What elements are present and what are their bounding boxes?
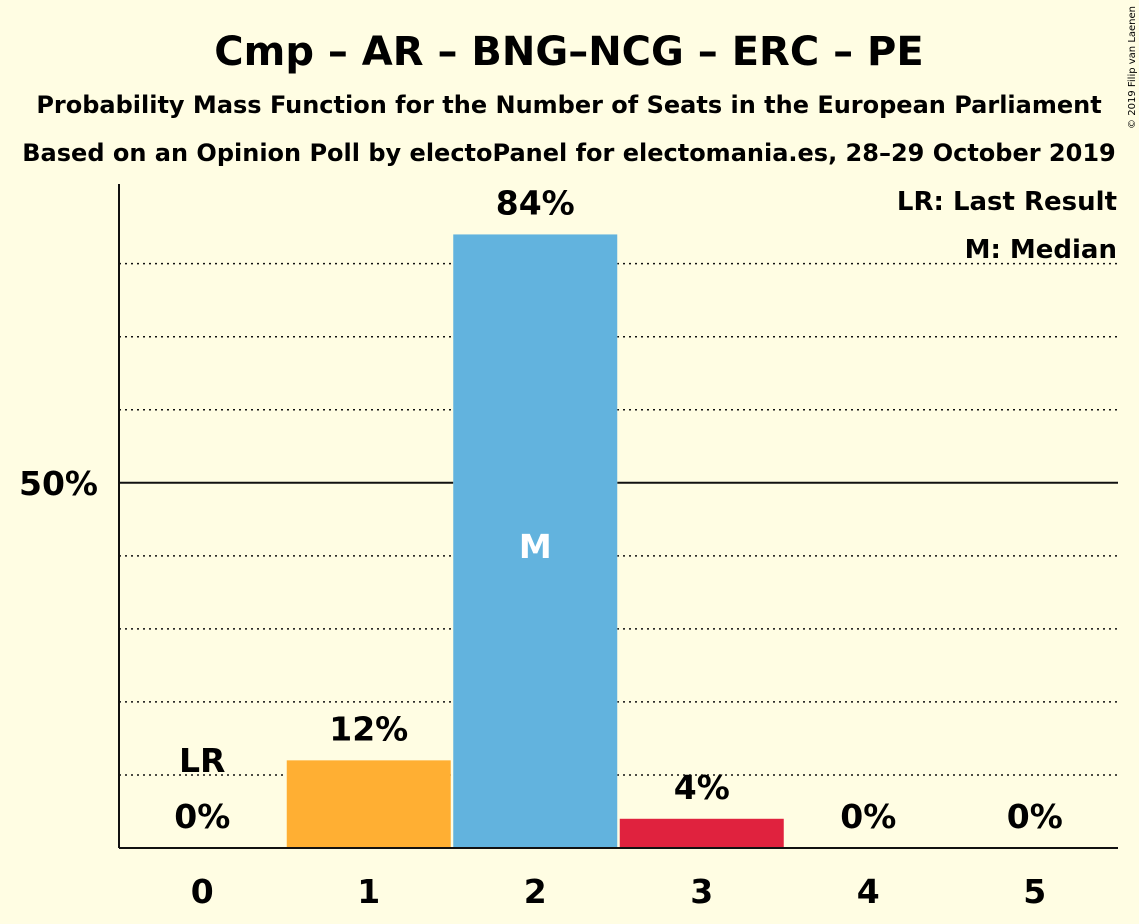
data-label-2: 84%	[496, 183, 575, 222]
data-label-1: 12%	[329, 709, 408, 748]
legend-last-result: LR: Last Result	[897, 187, 1117, 217]
chart-subtitle-2: Based on an Opinion Poll by electoPanel …	[22, 139, 1115, 167]
chart-title: Cmp – AR – BNG–NCG – ERC – PE	[214, 29, 923, 75]
x-tick-label-4: 4	[857, 872, 880, 911]
x-tick-label-5: 5	[1023, 872, 1046, 911]
bar-2	[453, 234, 618, 848]
data-label-0: 0%	[174, 797, 230, 836]
bar-1	[286, 760, 451, 848]
x-tick-label-0: 0	[191, 872, 214, 911]
labels: 0% 12% 84% 4% 0% 0% LR M	[174, 183, 1063, 836]
median-marker: M	[519, 527, 552, 566]
last-result-marker: LR	[179, 741, 225, 780]
chart-subtitle-1: Probability Mass Function for the Number…	[36, 91, 1101, 119]
x-tick-label-1: 1	[357, 872, 380, 911]
legend-median: M: Median	[965, 235, 1117, 265]
x-tick-label-3: 3	[690, 872, 713, 911]
data-label-5: 0%	[1007, 797, 1063, 836]
data-label-3: 4%	[674, 768, 730, 807]
gridlines	[119, 262, 1118, 776]
bar-3	[619, 818, 784, 848]
data-label-4: 0%	[840, 797, 896, 836]
y-tick-label: 50%	[19, 464, 98, 503]
bars	[286, 232, 784, 848]
axes: 50% 0 1 2 3 4 5	[19, 184, 1118, 911]
copyright-text: © 2019 Filip van Laenen	[1127, 6, 1138, 129]
x-tick-label-2: 2	[524, 872, 547, 911]
